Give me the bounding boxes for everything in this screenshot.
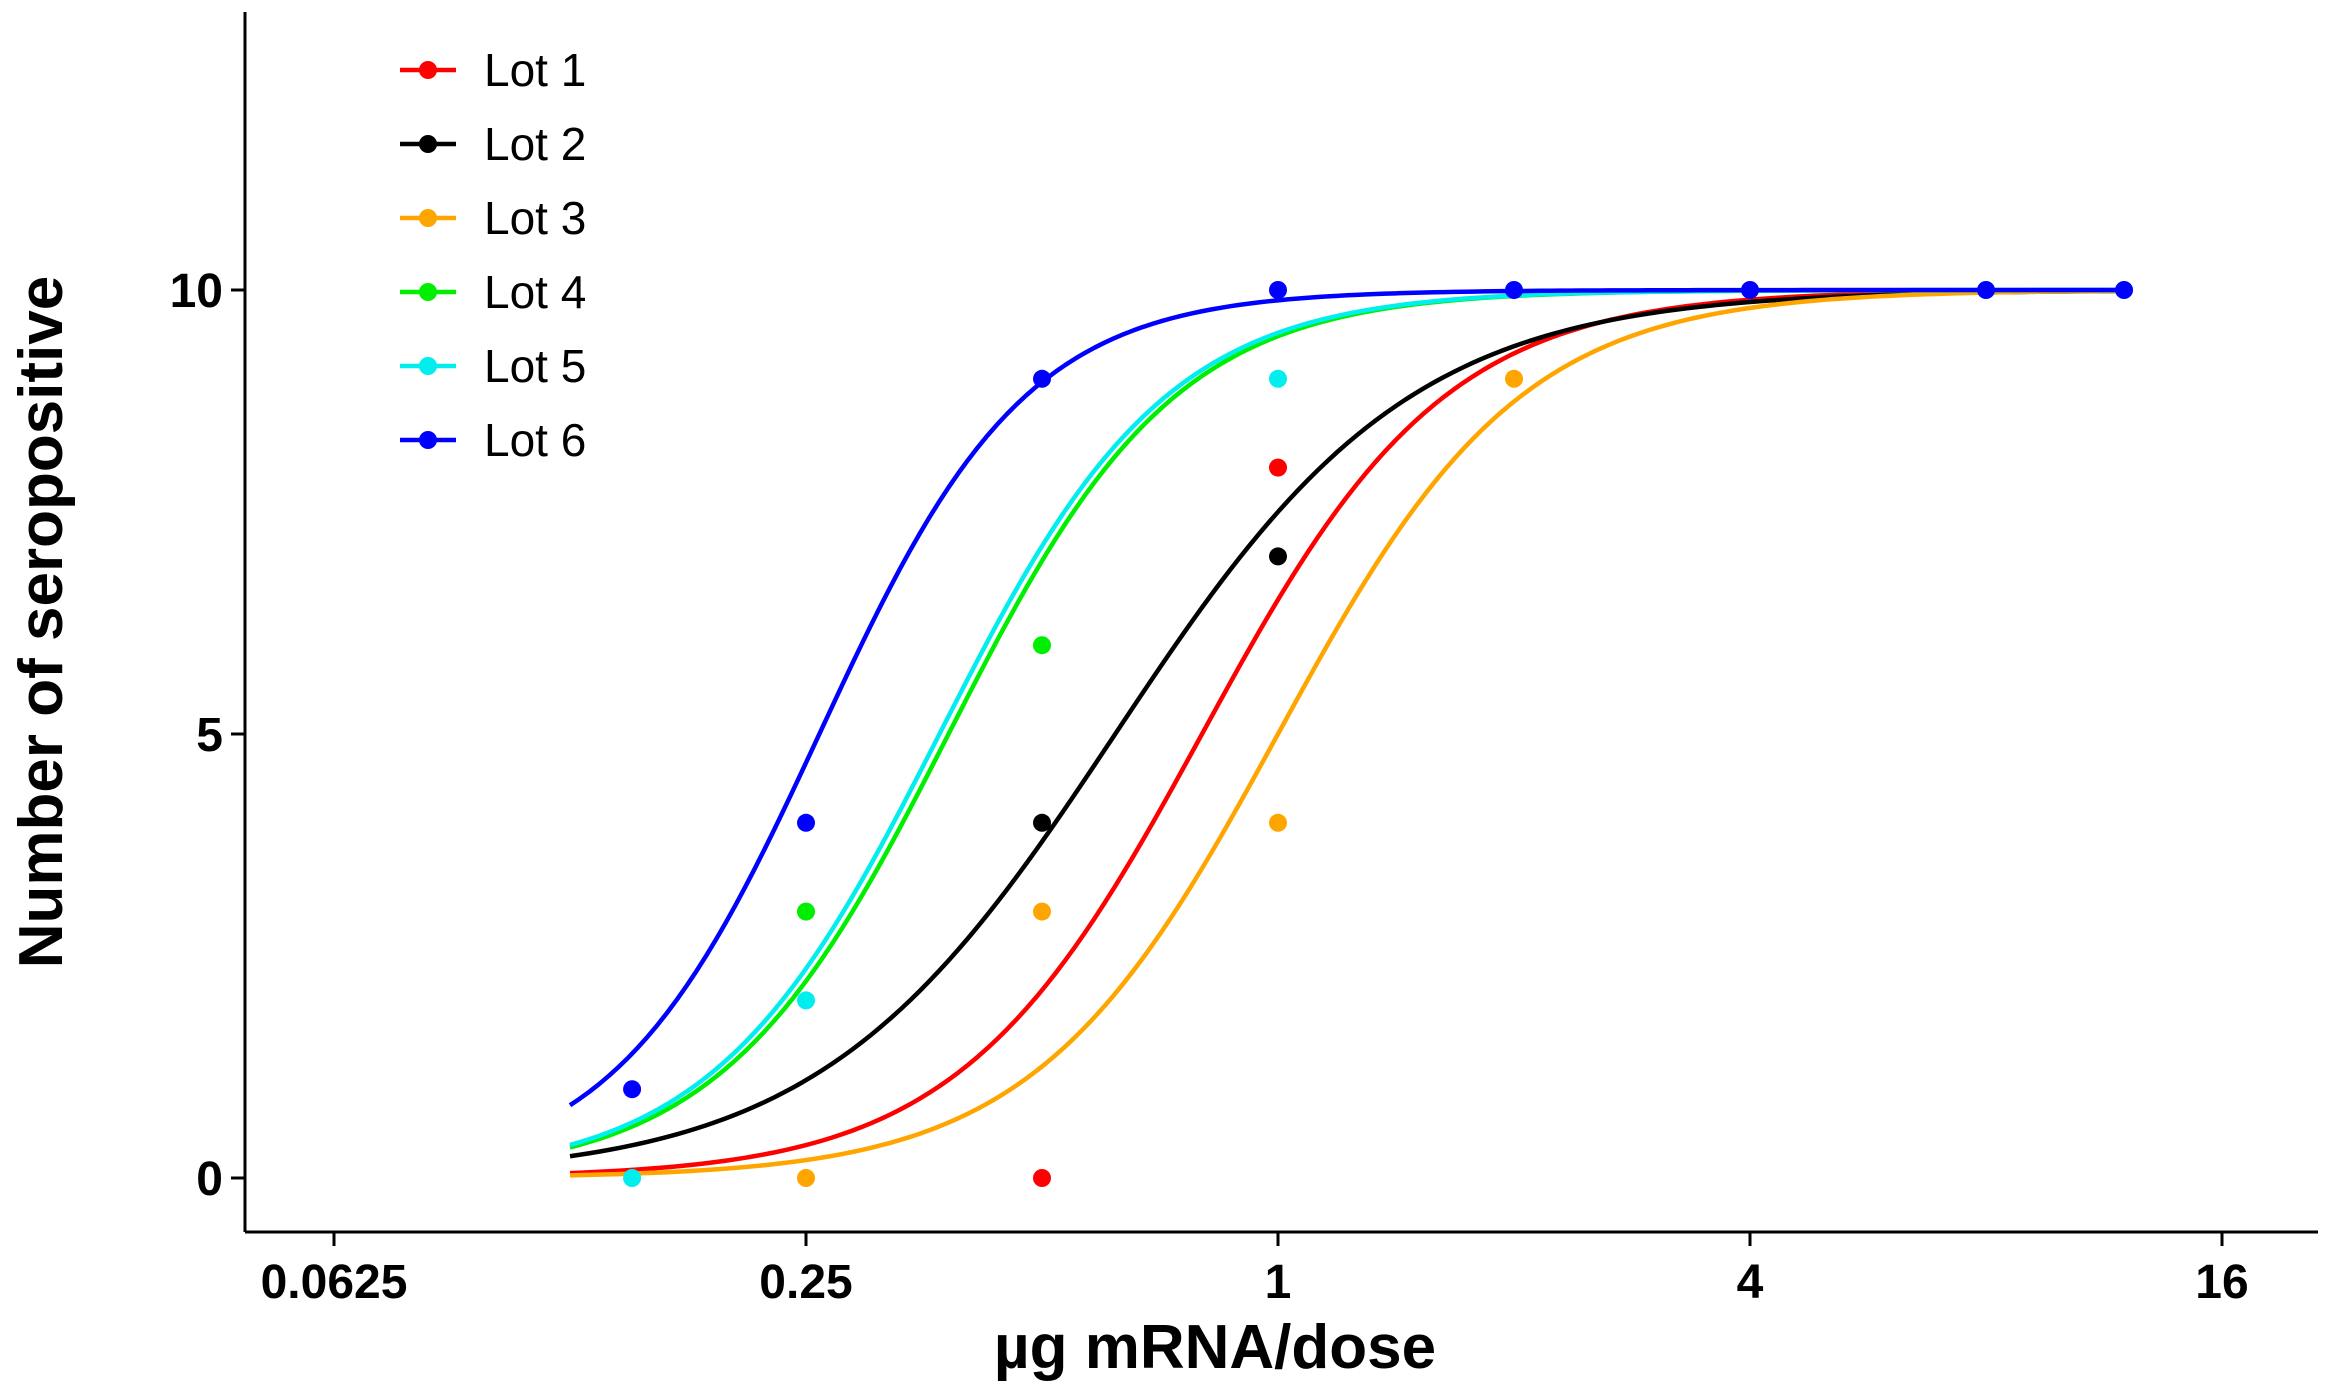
point-lot-3 xyxy=(1269,813,1287,832)
y-axis-ticks: 0 5 10 xyxy=(170,265,245,1206)
legend-item: Lot 3 xyxy=(400,192,586,244)
point-lot-3 xyxy=(1505,369,1523,388)
legend-item: Lot 4 xyxy=(400,266,586,318)
point-lot-6 xyxy=(623,1080,642,1099)
point-lot-6 xyxy=(1741,281,1759,299)
point-lot-3 xyxy=(1033,902,1051,921)
x-axis-ticks: 0.0625 0.25 1 4 16 xyxy=(261,1232,2249,1309)
x-axis-title: µg mRNA/dose xyxy=(994,1313,1436,1382)
x-tick-label: 1 xyxy=(1265,1256,1292,1309)
x-tick-label: 16 xyxy=(2195,1256,2248,1309)
legend-label: Lot 1 xyxy=(484,44,586,96)
curve-lot-5 xyxy=(569,287,2125,1148)
point-lot-4 xyxy=(1033,636,1051,655)
point-lot-6 xyxy=(1269,281,1287,299)
legend-item: Lot 1 xyxy=(400,44,586,96)
curve-lot-3 xyxy=(569,288,2125,1178)
legend-item: Lot 5 xyxy=(400,340,586,392)
legend-label: Lot 5 xyxy=(484,340,586,392)
legend-swatch-dot xyxy=(419,209,437,227)
legend-label: Lot 4 xyxy=(484,266,586,318)
legend-label: Lot 6 xyxy=(484,414,586,466)
y-axis-title: Number of seropositive xyxy=(7,276,76,968)
legend-label: Lot 2 xyxy=(484,118,586,170)
curve-lot-2 xyxy=(569,288,2125,1159)
point-lot-6 xyxy=(1505,281,1523,299)
point-lot-5 xyxy=(797,991,815,1010)
data-points xyxy=(623,281,2134,1187)
legend-swatch-dot xyxy=(419,357,437,375)
curve-lot-1 xyxy=(569,288,2125,1176)
point-lot-1 xyxy=(1269,458,1287,477)
point-lot-5 xyxy=(623,1169,642,1187)
point-lot-6 xyxy=(797,813,815,832)
fitted-curves xyxy=(568,287,2125,1178)
legend-item: Lot 2 xyxy=(400,118,586,170)
point-lot-3 xyxy=(797,1169,815,1187)
point-lot-1 xyxy=(1033,1169,1051,1187)
legend: Lot 1 Lot 2 Lot 3 Lot 4 Lot 5 Lot 6 xyxy=(400,44,586,466)
legend-swatch-dot xyxy=(419,61,437,79)
point-lot-6 xyxy=(1033,369,1051,388)
x-tick-label: 0.0625 xyxy=(261,1256,408,1309)
curve-lot-6 xyxy=(568,287,2125,1108)
point-lot-2 xyxy=(1033,813,1051,832)
point-lot-6 xyxy=(2115,281,2134,299)
x-tick-label: 0.25 xyxy=(759,1256,852,1309)
y-tick-label: 0 xyxy=(196,1153,223,1206)
x-tick-label: 4 xyxy=(1737,1256,1764,1309)
point-lot-5 xyxy=(1269,369,1287,388)
y-tick-label: 5 xyxy=(196,709,223,762)
legend-swatch-dot xyxy=(419,283,437,301)
plot-axes xyxy=(243,12,2318,1234)
point-lot-4 xyxy=(797,902,815,921)
point-lot-6 xyxy=(1977,281,1995,299)
legend-item: Lot 6 xyxy=(400,414,586,466)
legend-swatch-dot xyxy=(419,135,437,153)
legend-label: Lot 3 xyxy=(484,192,586,244)
curve-lot-4 xyxy=(569,287,2125,1150)
y-tick-label: 10 xyxy=(170,265,223,318)
legend-swatch-dot xyxy=(419,431,437,449)
point-lot-2 xyxy=(1269,547,1287,566)
